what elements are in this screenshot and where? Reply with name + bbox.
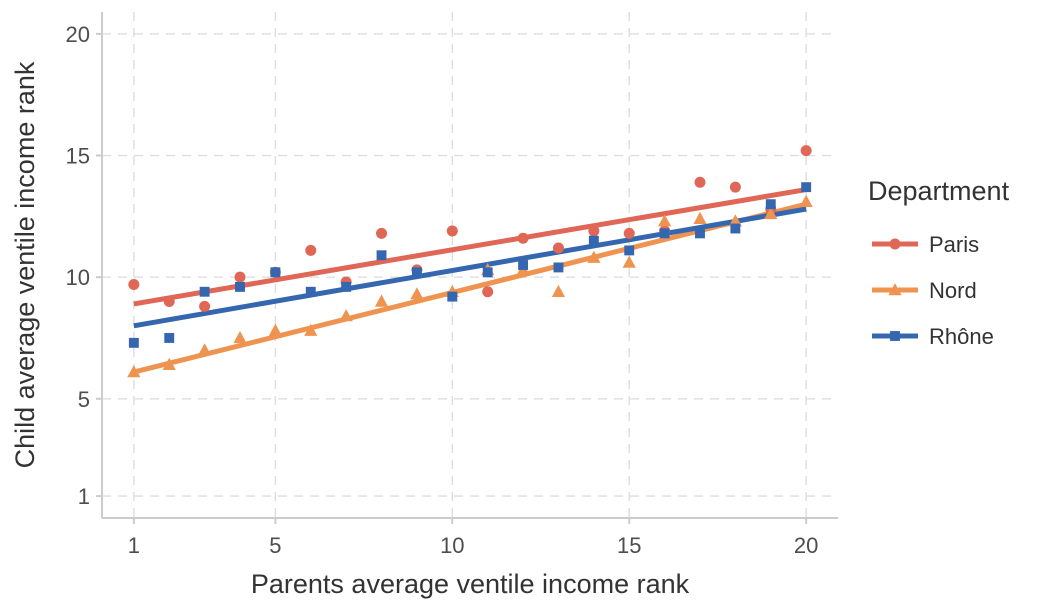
- data-point-rhône: [199, 286, 210, 297]
- data-point-paris: [446, 225, 458, 237]
- data-point-rhône: [164, 333, 175, 343]
- data-point-rhône: [305, 286, 316, 297]
- data-point-paris: [199, 300, 211, 312]
- data-point-nord: [127, 365, 141, 378]
- data-point-rhône: [730, 223, 741, 234]
- data-point-nord: [622, 255, 636, 268]
- data-point-paris: [128, 278, 140, 290]
- data-point-nord: [551, 284, 566, 297]
- data-point-rhône: [341, 281, 352, 292]
- data-point-rhône: [447, 291, 458, 302]
- data-point-rhône: [624, 245, 635, 256]
- trend-line-nord: [133, 201, 807, 375]
- data-point-nord: [198, 343, 212, 356]
- data-point-rhône: [376, 250, 387, 261]
- trend-line-paris: [133, 187, 807, 307]
- data-point-nord: [587, 250, 601, 263]
- data-point-paris: [800, 145, 812, 157]
- data-point-rhône: [765, 199, 776, 210]
- data-point-nord: [764, 206, 778, 220]
- data-point-rhône: [801, 182, 812, 193]
- y-axis-title: Child average ventile income rank: [10, 61, 40, 468]
- data-point-rhône: [235, 281, 245, 292]
- data-point-paris: [694, 176, 706, 188]
- legend-layer: Department Paris Nord Rhône: [868, 176, 1010, 349]
- data-point-nord: [304, 323, 318, 336]
- data-point-nord: [728, 214, 742, 227]
- data-point-rhône: [518, 260, 529, 270]
- legend-label: Rhône: [929, 324, 994, 349]
- x-tick-label: 20: [794, 533, 818, 558]
- data-point-rhône: [128, 337, 139, 348]
- data-point-rhône: [482, 267, 493, 278]
- data-point-paris: [234, 271, 246, 283]
- y-tick-label: 10: [66, 265, 90, 290]
- data-point-nord: [162, 357, 176, 370]
- data-point-nord: [339, 309, 353, 322]
- y-tick-label: 5: [78, 387, 90, 412]
- data-point-paris: [482, 286, 494, 298]
- x-tick-label: 5: [269, 533, 281, 558]
- points-layer: [127, 145, 813, 378]
- data-point-paris: [729, 181, 741, 193]
- trend-line-rhône: [133, 206, 807, 329]
- legend-key-marker: [889, 238, 901, 250]
- x-tick-label: 15: [617, 533, 641, 558]
- legend-title: Department: [868, 176, 1010, 206]
- data-point-rhône: [270, 267, 281, 278]
- data-point-paris: [623, 227, 635, 239]
- y-tick-label: 1: [78, 484, 90, 509]
- data-point-rhône: [695, 228, 705, 239]
- legend-label: Paris: [929, 232, 979, 257]
- data-point-paris: [588, 225, 600, 237]
- x-axis-title: Parents average ventile income rank: [251, 569, 690, 599]
- legend-key-marker: [890, 331, 900, 341]
- legend-key-marker: [888, 283, 902, 296]
- trend-layer: [133, 187, 807, 375]
- data-point-paris: [305, 244, 317, 256]
- data-point-paris: [376, 227, 388, 239]
- data-point-nord: [410, 287, 424, 300]
- data-point-paris: [517, 232, 529, 244]
- data-point-rhône: [659, 228, 670, 239]
- data-point-rhône: [588, 235, 599, 246]
- data-point-nord: [233, 331, 247, 344]
- x-tick-label: 1: [128, 533, 140, 558]
- data-point-paris: [552, 242, 564, 254]
- data-point-nord: [693, 211, 707, 224]
- y-tick-label: 20: [66, 22, 90, 47]
- data-point-nord: [268, 323, 282, 336]
- data-point-nord: [374, 294, 389, 307]
- legend-label: Nord: [929, 278, 977, 303]
- data-point-paris: [163, 295, 175, 307]
- y-tick-label: 15: [66, 144, 90, 169]
- data-point-rhône: [411, 267, 422, 278]
- data-point-nord: [799, 194, 813, 207]
- data-point-rhône: [553, 262, 564, 273]
- x-tick-label: 10: [440, 533, 464, 558]
- data-point-nord: [658, 214, 672, 227]
- grid-layer: [102, 12, 838, 518]
